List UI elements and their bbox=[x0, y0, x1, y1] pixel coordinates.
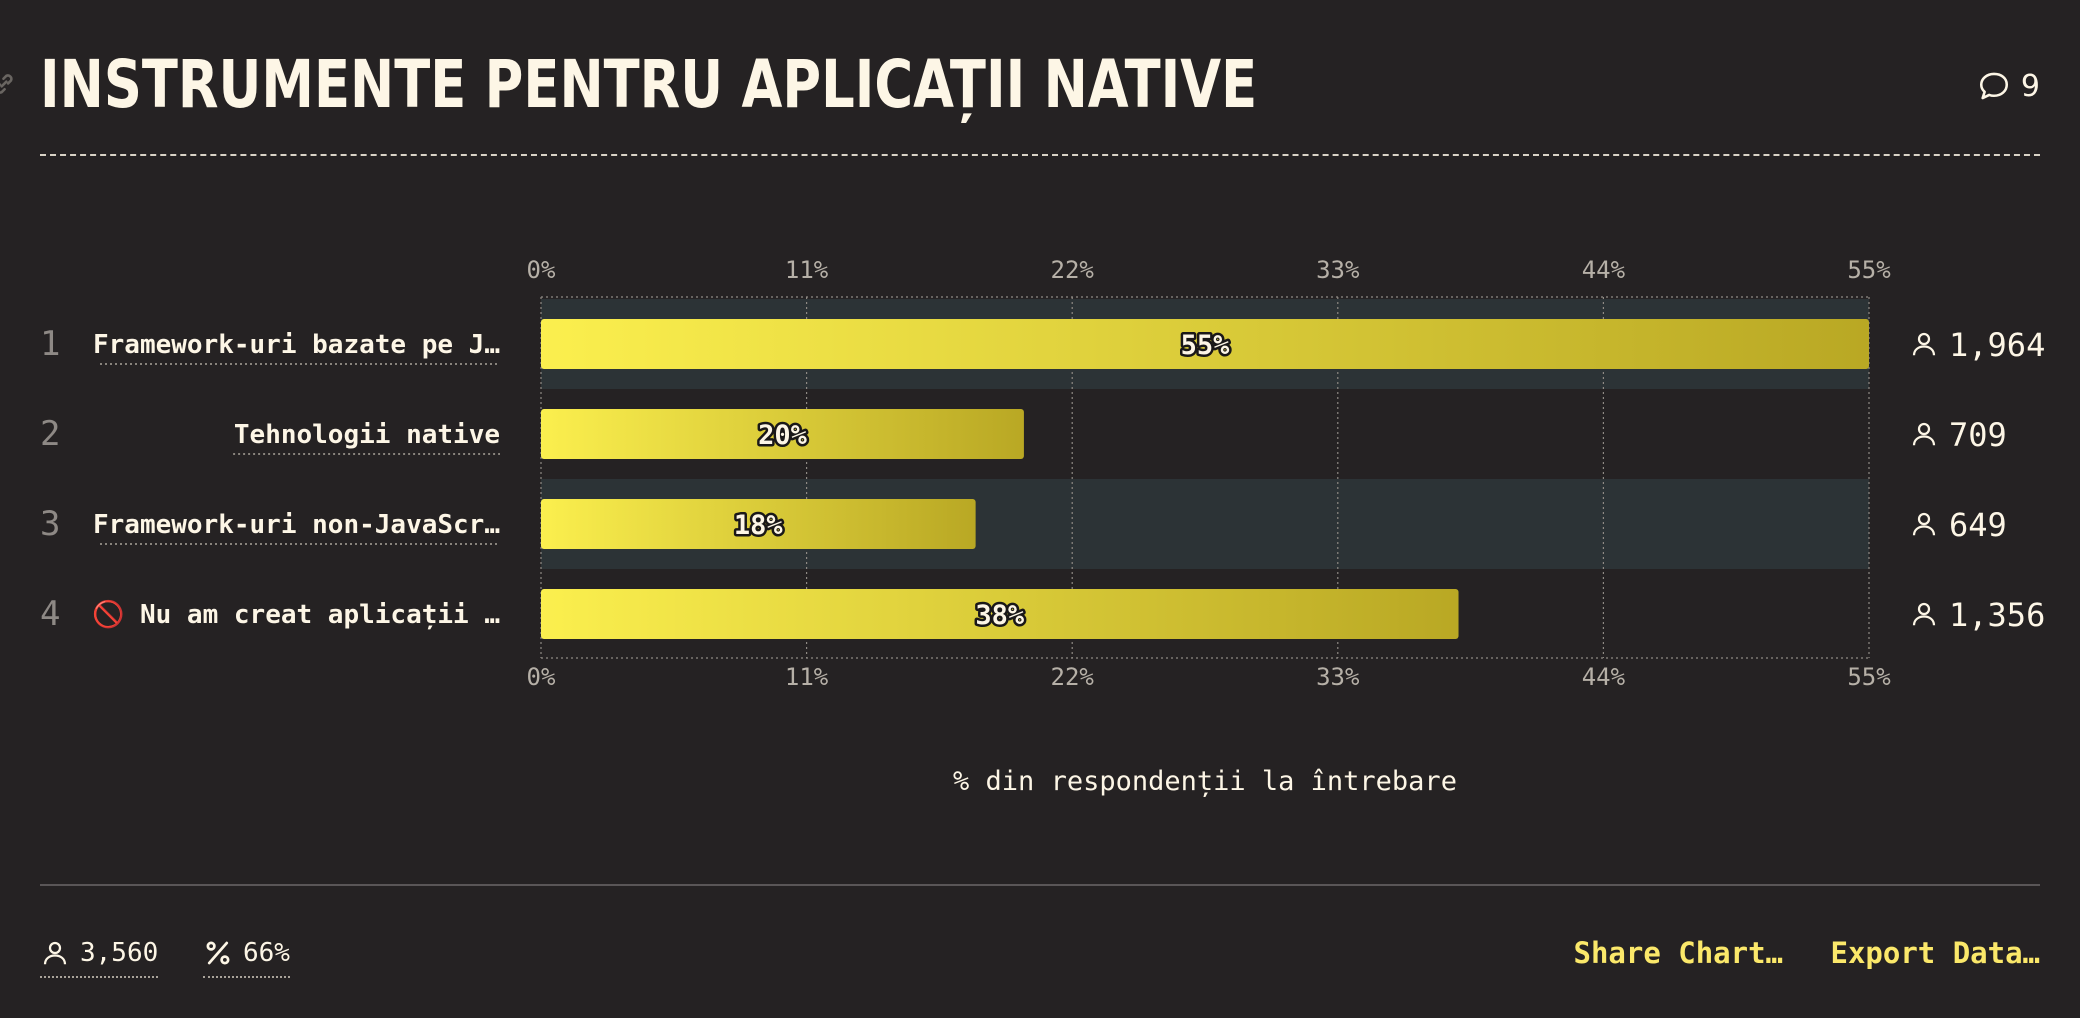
comment-count: 9 bbox=[2020, 68, 2040, 104]
respondents-count: 3,560 bbox=[80, 938, 159, 968]
category-label: Framework-uri bazate pe J… bbox=[93, 330, 500, 360]
row-rank: 3 bbox=[40, 504, 60, 544]
export-data-link[interactable]: Export Data… bbox=[1830, 936, 2040, 970]
user-icon bbox=[1912, 512, 1936, 536]
x-tick-label-bottom: 33% bbox=[1316, 663, 1360, 691]
row-rank: 2 bbox=[40, 414, 60, 454]
user-icon bbox=[1912, 422, 1936, 446]
bar bbox=[541, 499, 976, 549]
x-tick-label-top: 33% bbox=[1316, 256, 1360, 284]
percent-stat[interactable]: 66% bbox=[203, 932, 290, 978]
title-divider bbox=[40, 154, 2040, 156]
percent-value: 66% bbox=[243, 938, 290, 968]
x-tick-label-top: 22% bbox=[1051, 256, 1095, 284]
x-tick-label-bottom: 0% bbox=[527, 663, 556, 691]
user-icon bbox=[1912, 602, 1936, 626]
bar bbox=[541, 589, 1459, 639]
bar-chart: 0% 0% 11% 11% 22% 22% 33% 33% 44% 44% 55% 55% 1 Frame… bbox=[40, 256, 2045, 691]
bar-value-label: 38% bbox=[975, 600, 1025, 631]
x-tick-label-top: 44% bbox=[1582, 256, 1626, 284]
link-icon[interactable] bbox=[0, 70, 18, 98]
x-tick-label-top: 55% bbox=[1847, 256, 1891, 284]
respondent-count: 1,964 bbox=[1949, 326, 2045, 364]
user-icon bbox=[1912, 332, 1936, 356]
comments-button[interactable]: 9 bbox=[1977, 66, 2040, 106]
x-tick-label-top: 11% bbox=[785, 256, 829, 284]
x-tick-label-bottom: 11% bbox=[785, 663, 829, 691]
row-rank: 1 bbox=[40, 324, 60, 364]
category-label: Tehnologii native bbox=[234, 420, 500, 450]
respondent-count: 1,356 bbox=[1949, 596, 2045, 634]
percent-icon bbox=[206, 941, 230, 965]
x-axis-title: % din respondenții la întrebare bbox=[953, 766, 1457, 797]
respondents-stat[interactable]: 3,560 bbox=[40, 932, 159, 978]
user-icon bbox=[43, 941, 67, 965]
respondent-count: 709 bbox=[1949, 416, 2007, 454]
bar-value-label: 18% bbox=[734, 510, 784, 541]
share-chart-link[interactable]: Share Chart… bbox=[1573, 936, 1783, 970]
chart-title: INSTRUMENTE PENTRU APLICAȚII NATIVE bbox=[40, 46, 1258, 123]
row-rank: 4 bbox=[40, 594, 60, 634]
comment-icon bbox=[1979, 72, 2008, 100]
bar bbox=[541, 319, 1869, 369]
x-tick-label-bottom: 22% bbox=[1051, 663, 1095, 691]
bar-value-label: 55% bbox=[1181, 330, 1231, 361]
category-label: Framework-uri non-JavaScr… bbox=[93, 510, 500, 540]
footer-divider bbox=[40, 884, 2040, 886]
bar bbox=[541, 409, 1024, 459]
x-tick-label-top: 0% bbox=[527, 256, 556, 284]
x-tick-label-bottom: 55% bbox=[1847, 663, 1891, 691]
bar-value-label: 20% bbox=[758, 420, 808, 451]
respondent-count: 649 bbox=[1949, 506, 2007, 544]
category-label: 🚫 Nu am creat aplicații … bbox=[92, 599, 500, 630]
x-tick-label-bottom: 44% bbox=[1582, 663, 1626, 691]
